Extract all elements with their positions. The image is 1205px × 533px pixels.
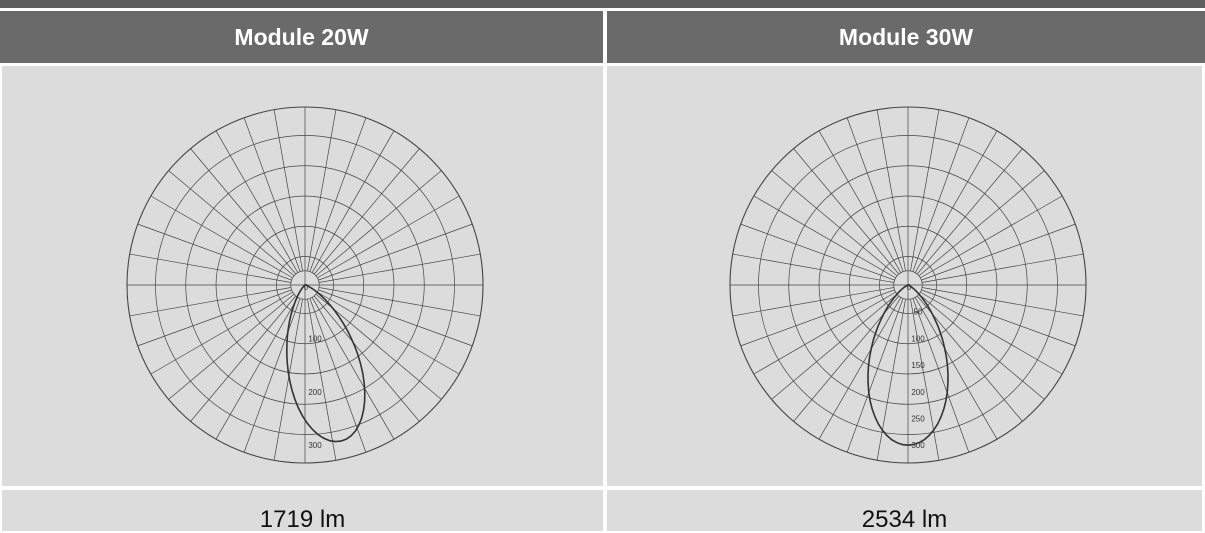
grid-spoke — [753, 195, 896, 279]
polar-diagram-cell-20w: 0 100 200 300 — [2, 66, 603, 486]
grid-spoke — [818, 130, 902, 273]
grid-spoke — [129, 253, 292, 283]
grid-spoke — [846, 298, 904, 453]
grid-spoke — [215, 130, 299, 273]
grid-spoke — [921, 253, 1084, 283]
grid-spoke — [916, 148, 1023, 275]
grid-spoke — [190, 148, 297, 275]
grid-spoke — [137, 223, 292, 281]
grid-spoke — [129, 287, 292, 317]
grid-spoke — [876, 298, 906, 461]
scale-label: 300 — [308, 441, 322, 450]
grid-spoke — [273, 109, 303, 272]
grid-spoke — [318, 287, 481, 317]
grid-spoke — [793, 148, 900, 275]
grid-spoke — [243, 117, 301, 272]
grid-spoke — [307, 109, 337, 272]
grid-spoke — [918, 170, 1045, 277]
grid-spoke — [168, 170, 295, 277]
grid-spoke — [753, 291, 896, 375]
grid-spoke — [150, 195, 293, 279]
grid-spoke — [740, 223, 895, 281]
polar-diagram-cell-30w: 0 50 100 150 200 250 300 — [607, 66, 1202, 486]
grid-spoke — [916, 295, 1023, 422]
intensity-curve — [867, 284, 949, 447]
grid-spoke — [317, 291, 460, 375]
grid-spoke — [818, 297, 902, 440]
center-label: 0 — [304, 283, 309, 292]
grid-spoke — [215, 297, 299, 440]
grid-spoke — [918, 293, 1045, 400]
grid-spoke — [921, 223, 1076, 281]
scale-label: 200 — [911, 388, 925, 397]
grid-spoke — [771, 293, 898, 400]
scale-label: 250 — [911, 415, 925, 424]
grid-spoke — [243, 298, 301, 453]
grid-spoke — [920, 195, 1063, 279]
scale-label: 150 — [911, 361, 925, 370]
grid-spoke — [150, 291, 293, 375]
grid-spoke — [740, 289, 895, 347]
grid-spoke — [921, 289, 1076, 347]
grid-spoke — [309, 117, 367, 272]
grid-spoke — [912, 117, 970, 272]
grid-spoke — [793, 295, 900, 422]
grid-spoke — [732, 287, 895, 317]
grid-spoke — [910, 109, 940, 272]
grid-spoke — [190, 295, 297, 422]
grid-spoke — [846, 117, 904, 272]
grid-spoke — [307, 298, 337, 461]
lumens-value-30w: 2534 lm — [861, 506, 948, 533]
grid-spoke — [273, 298, 303, 461]
polar-grid — [729, 106, 1087, 464]
grid-spoke — [317, 195, 460, 279]
grid-spoke — [315, 293, 442, 400]
grid-spoke — [920, 291, 1063, 375]
column-header-module-30w: Module 30W — [607, 11, 1205, 63]
center-label: 0 — [907, 283, 912, 292]
grid-spoke — [318, 289, 473, 347]
polar-diagram-20w: 0 100 200 300 — [126, 106, 484, 464]
grid-spoke — [910, 298, 940, 461]
grid-spoke — [912, 298, 970, 453]
grid-spoke — [318, 253, 481, 283]
grid-spoke — [313, 148, 420, 275]
grid-spoke — [914, 130, 998, 273]
grid-spoke — [168, 293, 295, 400]
column-header-module-20w: Module 20W — [0, 11, 603, 63]
polar-diagram-30w: 0 50 100 150 200 250 300 — [729, 106, 1087, 464]
lumens-cell-20w: 1719 lm — [2, 490, 603, 533]
scale-label: 200 — [308, 388, 322, 397]
polar-grid — [126, 106, 484, 464]
grid-spoke — [313, 295, 420, 422]
grid-spoke — [315, 170, 442, 277]
grid-spoke — [137, 289, 292, 347]
top-border-bar — [0, 0, 1205, 8]
scale-label: 50 — [914, 308, 923, 317]
grid-spoke — [921, 287, 1084, 317]
lumens-cell-30w: 2534 lm — [607, 490, 1202, 533]
scale-label: 100 — [911, 334, 925, 343]
scale-label: 300 — [911, 441, 925, 450]
grid-spoke — [732, 253, 895, 283]
grid-spoke — [311, 130, 395, 273]
grid-spoke — [771, 170, 898, 277]
grid-spoke — [311, 297, 395, 440]
intensity-curve — [285, 284, 366, 443]
grid-spoke — [876, 109, 906, 272]
grid-spoke — [914, 297, 998, 440]
lumens-value-20w: 1719 lm — [259, 506, 346, 533]
scale-label: 100 — [308, 334, 322, 343]
grid-spoke — [318, 223, 473, 281]
grid-spoke — [309, 298, 367, 453]
